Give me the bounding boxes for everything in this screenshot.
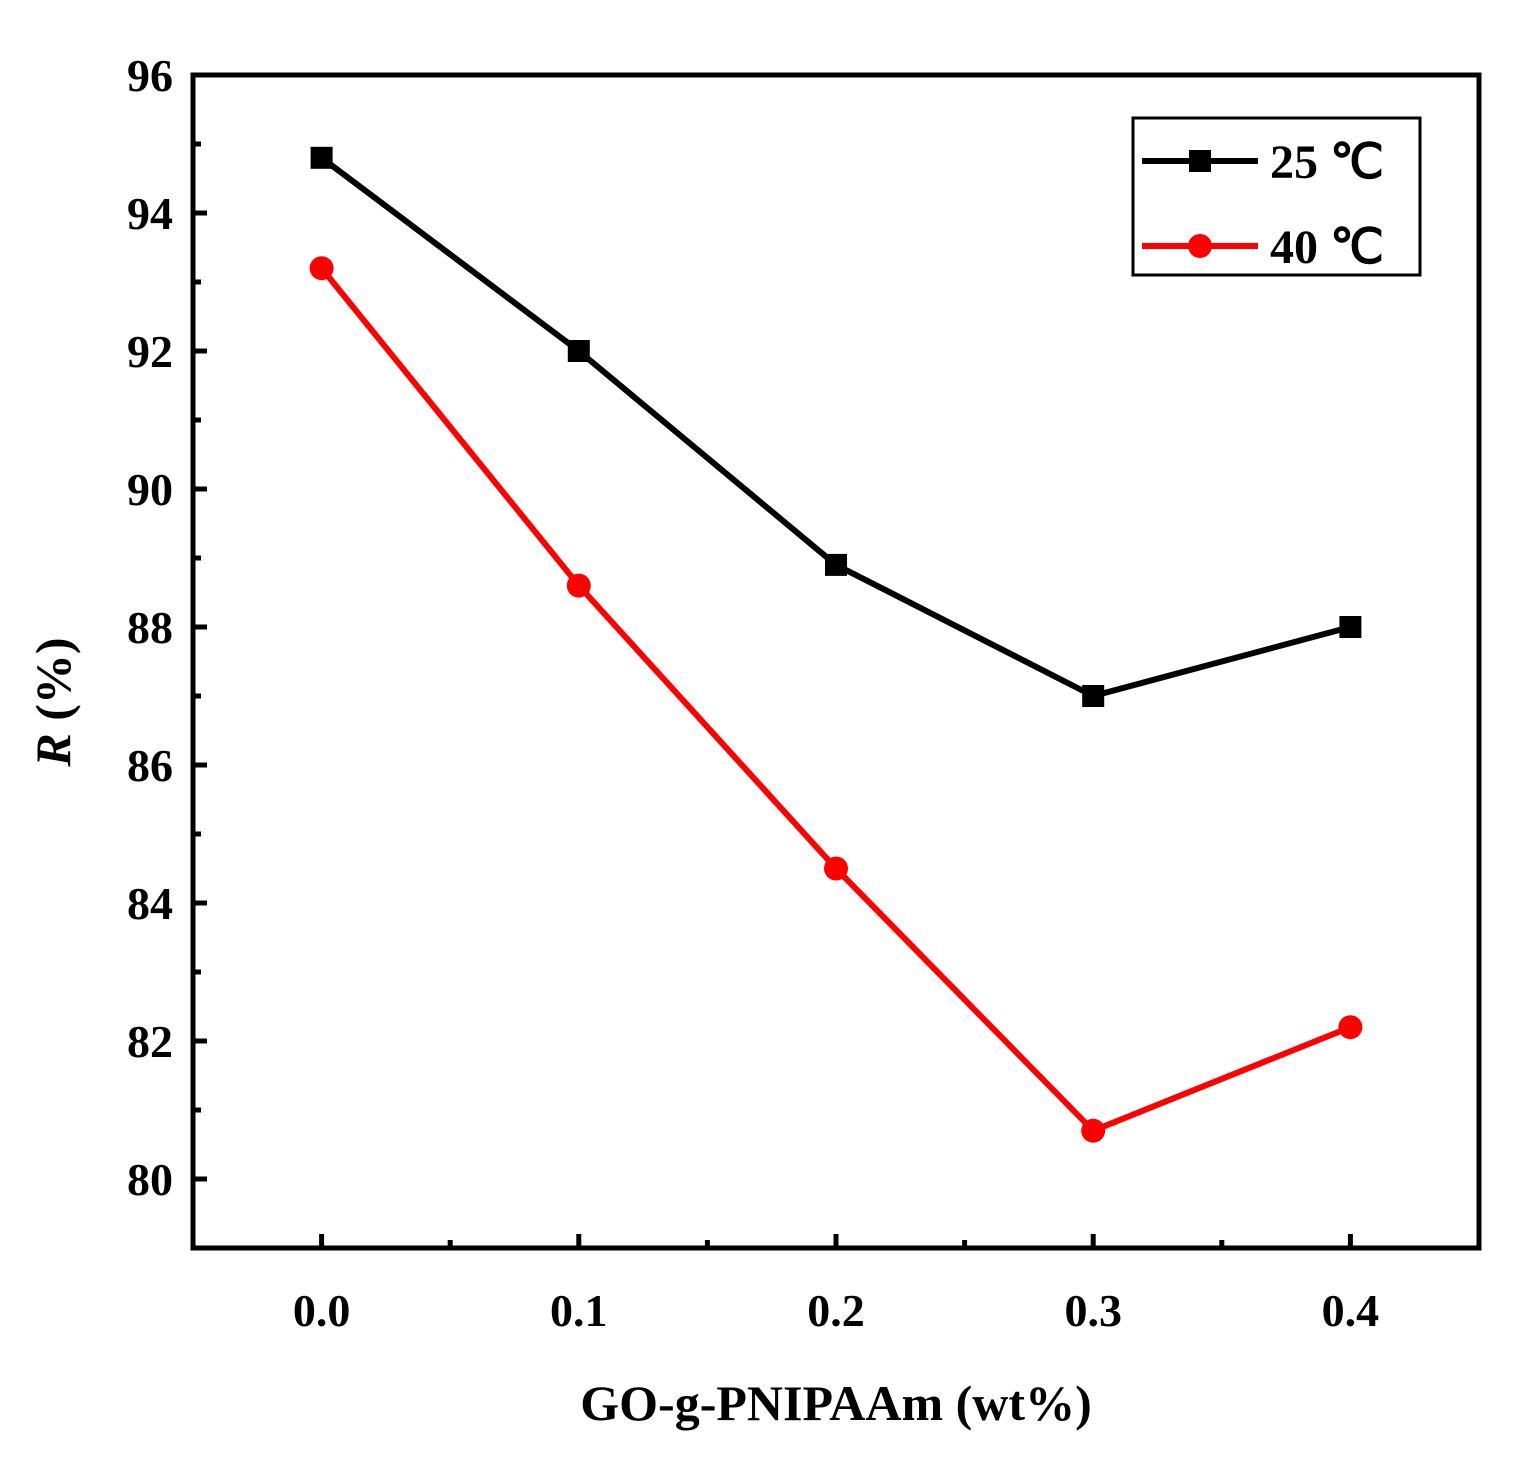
x-axis-ticks: 0.0 0.1 0.2 0.3 0.4 — [293, 1234, 1379, 1336]
series-1-point — [1082, 685, 1105, 707]
y-tick-label: 82 — [127, 1016, 173, 1067]
legend: 25 ℃ 40 ℃ — [1131, 116, 1422, 277]
y-axis-symbol: R — [25, 733, 81, 767]
series-1-point — [310, 146, 333, 169]
y-tick-label: 80 — [127, 1154, 173, 1205]
series-2-point — [1338, 1015, 1363, 1040]
y-tick-label: 84 — [127, 878, 173, 929]
y-tick-label: 86 — [127, 740, 173, 791]
x-tick-label: 0.4 — [1322, 1285, 1380, 1336]
x-tick-label: 0.2 — [807, 1285, 865, 1336]
y-axis-ticks: 80 82 84 86 88 90 92 94 96 — [127, 50, 207, 1251]
x-tick-label: 0.3 — [1064, 1285, 1122, 1336]
y-tick-label: 88 — [127, 602, 173, 653]
series-1-point — [825, 553, 847, 576]
legend-item-2-label: 40 ℃ — [1270, 221, 1384, 274]
y-axis-title: R (%) — [25, 637, 81, 767]
legend-item-2-marker — [1188, 234, 1212, 258]
x-axis-title: GO-g-PNIPAAm (wt%) — [580, 1375, 1091, 1431]
series-2-point — [1081, 1118, 1106, 1143]
plot-frame — [190, 72, 1482, 1251]
series-2-line — [319, 266, 1352, 1134]
series-2-point — [309, 256, 334, 281]
series-1-point — [567, 340, 590, 362]
legend-item-1-label: 25 ℃ — [1270, 136, 1384, 189]
x-tick-label: 0.0 — [293, 1285, 351, 1336]
y-axis-unit: (%) — [25, 637, 81, 733]
series-layer — [309, 146, 1363, 1143]
series-1-point — [1339, 616, 1362, 638]
legend-item-1-marker — [1189, 150, 1211, 172]
y-tick-label: 96 — [127, 50, 173, 101]
y-tick-label: 94 — [127, 188, 173, 239]
x-tick-label: 0.1 — [550, 1285, 608, 1336]
series-2-point — [566, 573, 591, 598]
y-tick-label: 92 — [127, 326, 173, 377]
y-tick-label: 90 — [127, 464, 173, 515]
series-2-point — [824, 856, 848, 881]
